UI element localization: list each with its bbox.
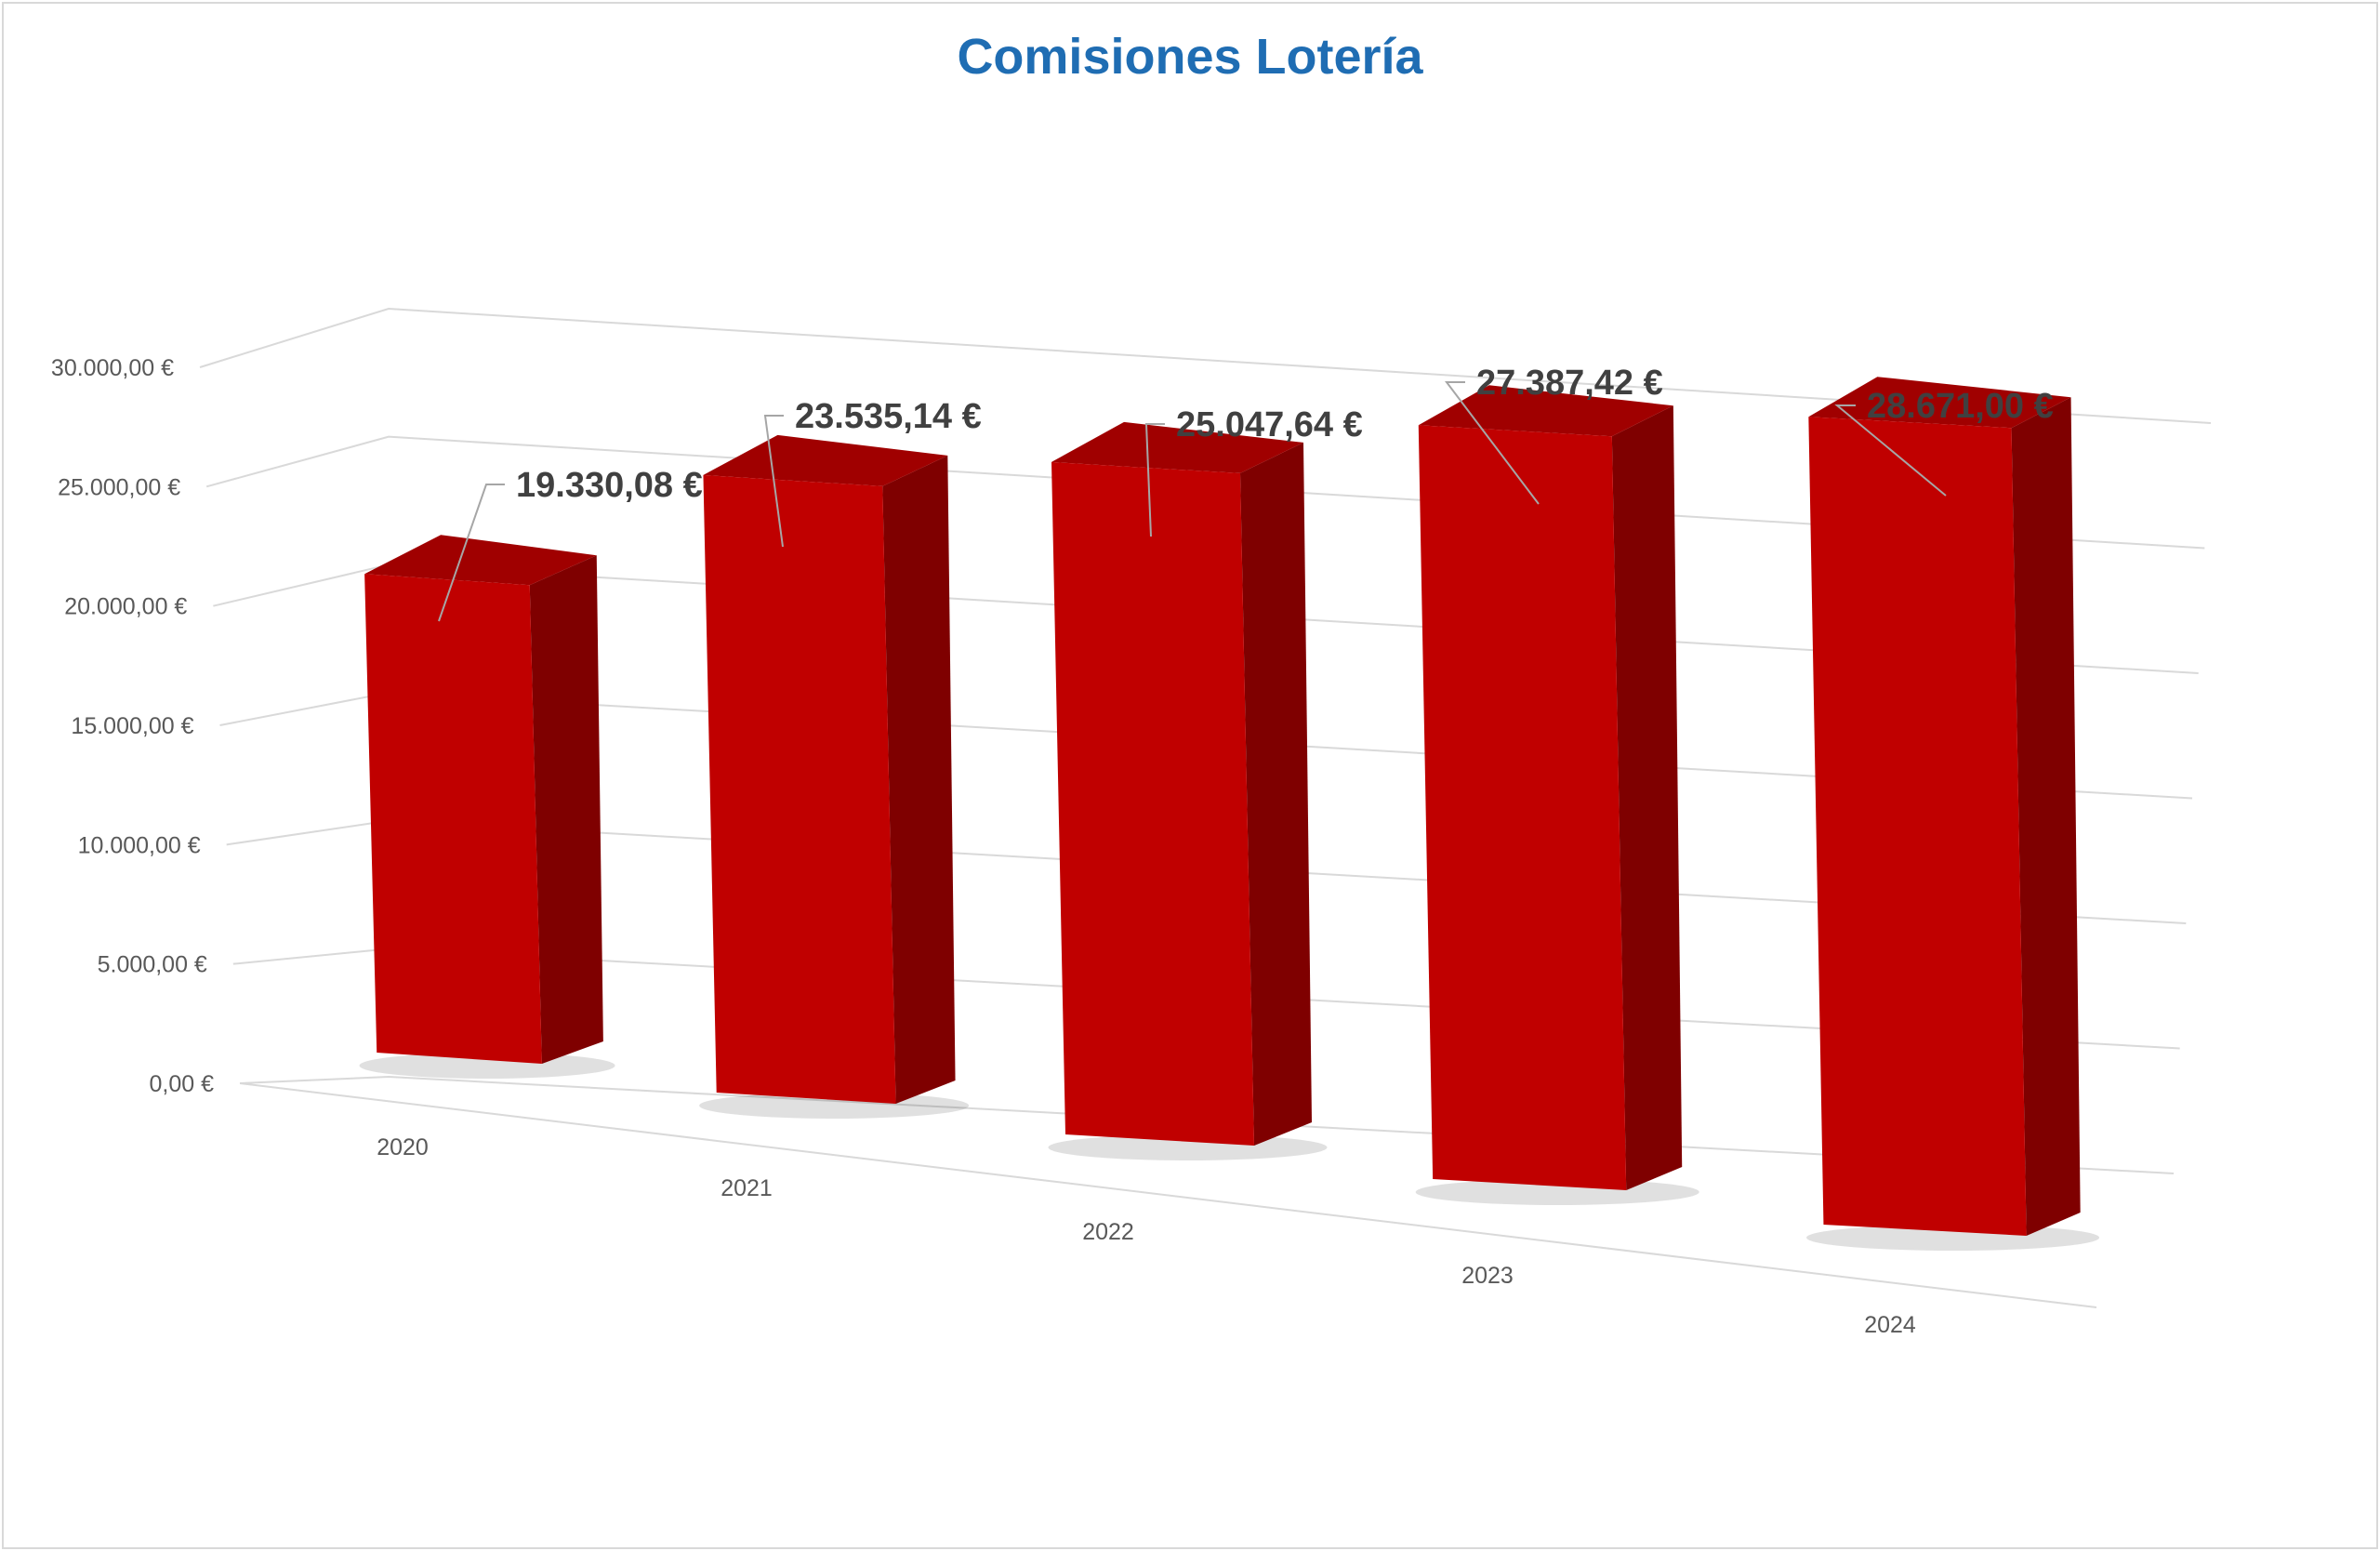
- x-axis-line: [239, 1082, 2097, 1308]
- bar-side: [529, 555, 603, 1064]
- y-tick-label: 15.000,00 €: [71, 713, 193, 739]
- bar-side: [1611, 405, 1683, 1190]
- y-tick-label: 10.000,00 €: [78, 832, 201, 858]
- bar-top: [1418, 385, 1673, 437]
- x-tick-label: 2021: [721, 1175, 773, 1201]
- data-label: 25.047,64 €: [1176, 405, 1363, 444]
- chart-title: Comisiones Lotería: [957, 29, 1423, 85]
- data-label: 19.330,08 €: [516, 466, 703, 505]
- leader-line: [438, 484, 505, 622]
- bar: [1418, 425, 1627, 1190]
- x-tick-label: 2022: [1082, 1219, 1134, 1245]
- data-label: 23.535,14 €: [795, 397, 982, 436]
- y-tick-label: 20.000,00 €: [64, 594, 187, 620]
- y-tick-label: 30.000,00 €: [51, 355, 174, 381]
- leader-line: [1444, 381, 1540, 505]
- y-tick-label: 5.000,00 €: [98, 952, 207, 978]
- gridline: [199, 307, 2212, 424]
- bar-top: [1808, 377, 2071, 429]
- bar: [1808, 417, 2027, 1237]
- x-axis-ticks: 2020 2021 2022 2023 2024: [377, 1134, 1916, 1338]
- bar-top: [703, 434, 948, 486]
- y-axis-ticks: 0,00 € 5.000,00 € 10.000,00 € 15.000,00 € 20…: [51, 355, 214, 1097]
- bar: [703, 474, 896, 1104]
- x-tick-label: 2024: [1864, 1312, 1916, 1338]
- y-tick-label: 25.000,00 €: [58, 474, 180, 500]
- bar-top: [1051, 421, 1303, 473]
- leader-line: [1144, 423, 1165, 537]
- leader-line: [1834, 404, 1947, 497]
- data-label: 28.671,00 €: [1867, 387, 2054, 426]
- bar-side: [1240, 442, 1312, 1146]
- y-tick-label: 0,00 €: [149, 1071, 214, 1097]
- x-tick-label: 2020: [377, 1134, 429, 1160]
- bars: [359, 377, 2100, 1251]
- bar-top: [364, 535, 597, 586]
- bar-side: [882, 455, 956, 1104]
- data-label: 27.387,42 €: [1476, 364, 1663, 403]
- bar: [364, 574, 542, 1064]
- leader-line: [763, 415, 784, 548]
- x-tick-label: 2023: [1461, 1263, 1514, 1289]
- bar: [1051, 461, 1254, 1146]
- bar-side: [2011, 397, 2081, 1237]
- data-labels: 19.330,08 € 23.535,14 € 25.047,64 € 27.387,…: [438, 364, 2054, 622]
